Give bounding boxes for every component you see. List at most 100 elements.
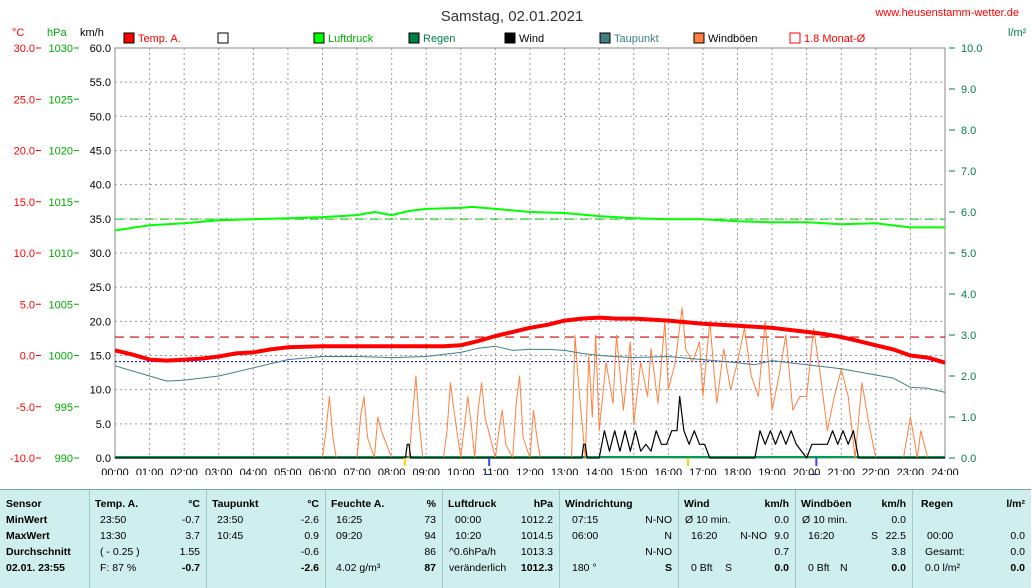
legend-label: Temp. A. [138, 33, 181, 45]
x-tick-label: 13:00 [551, 467, 579, 475]
moon-icon [484, 474, 492, 475]
wind-current-value: 0.0 [774, 562, 789, 574]
wind-header: Wind [684, 498, 710, 510]
website-link[interactable]: www.heusenstamm-wetter.de [874, 7, 1019, 19]
gust-max-dir: S [870, 530, 878, 542]
rain-tick-label: 4.0 [961, 289, 976, 301]
rain-header: Regen [921, 498, 954, 510]
rain-rate: 0.0 l/m² [925, 562, 961, 574]
dewpoint-min-value: -2.6 [300, 514, 319, 526]
winddir-avg-value: N-NO [645, 546, 672, 558]
pressure-tick-label: 995 [55, 402, 73, 414]
pressure-tick-label: 1005 [49, 299, 73, 311]
pressure-tick-label: 990 [55, 453, 73, 465]
x-tick-label: 00:00 [101, 467, 129, 475]
x-tick-label: 12:00 [516, 467, 544, 475]
rain-tick-label: 5.0 [961, 248, 976, 260]
wind-min-note: Ø 10 min. [685, 514, 731, 526]
moon-icon [810, 474, 818, 475]
rain-tick-label: 9.0 [961, 84, 976, 96]
rain-total-label: Gesamt: [925, 546, 965, 558]
temp-tick-label: 10.0 [14, 248, 35, 260]
axes: 30.0 25.0 20.0 15.0 10.0 5.0 0.0 -5.0 -10.0 1030 1… [10, 43, 983, 475]
legend-swatch [313, 32, 325, 44]
temp-header: Temp. A. [95, 498, 139, 510]
wind-min-value: 0.0 [774, 514, 789, 526]
winddir-max-time: 06:00 [572, 530, 599, 542]
row-label-max: MaxWert [6, 530, 50, 542]
temp-tick-label: 5.0 [20, 299, 35, 311]
rain-max-time: 00:00 [927, 530, 954, 542]
legend-label: Regen [423, 33, 455, 45]
humidity-unit: % [426, 498, 436, 510]
x-tick-label: 16:00 [655, 467, 683, 475]
x-tick-label: 14:00 [585, 467, 613, 475]
gust-min-value: 0.0 [891, 514, 906, 526]
temp-unit: °C [188, 498, 200, 510]
pressure-max-time: 10:20 [455, 530, 482, 542]
series-windb-en [115, 307, 945, 459]
pressure-unit: hPa [533, 498, 553, 510]
humidity-abs-note: 4.02 g/m³ [336, 562, 381, 574]
wind-tick-label: 60.0 [90, 43, 111, 55]
dewpoint-avg-value: -0.6 [300, 546, 319, 558]
humidity-column: Feuchte A. % 16:25 73 09:20 94 86 4.02 g… [325, 490, 442, 588]
rain-tick-label: 3.0 [961, 330, 976, 342]
legend-label: Windböen [708, 33, 758, 45]
wind-tick-label: 50.0 [90, 111, 111, 123]
rain-unit-label: l/m² [1008, 27, 1027, 39]
gust-bft: 0 Bft [808, 562, 830, 574]
sensor-header: Sensor [6, 498, 42, 510]
pressure-min-value: 1012.2 [520, 514, 553, 526]
rain-tick-label: 1.0 [961, 412, 976, 424]
temp-unit-label: °C [12, 27, 24, 39]
gust-avg-value: 3.8 [891, 546, 906, 558]
winddir-min-time: 07:15 [572, 514, 599, 526]
pressure-tick-label: 1030 [49, 43, 73, 55]
temp-min-value: -0.7 [181, 514, 200, 526]
wind-column: Wind km/h Ø 10 min. 0.0 16:20 N-NO 9.0 0… [678, 490, 795, 588]
pressure-unit-label: hPa [47, 27, 67, 39]
temp-max-time: 13:30 [100, 530, 127, 542]
temp-current-value: -0.7 [181, 562, 200, 574]
sensor-column: Sensor MinWert MaxWert Durchschnitt 02.0… [0, 490, 88, 588]
dewpoint-max-value: 0.9 [304, 530, 319, 542]
legend-swatch [693, 32, 705, 44]
wind-tick-label: 10.0 [90, 385, 111, 397]
legend-swatch [504, 32, 516, 44]
humidity-current-value: 87 [424, 562, 436, 574]
x-tick-label: 01:00 [136, 467, 164, 475]
legend-swatch [599, 32, 611, 44]
series-wind [115, 395, 945, 459]
dewpoint-unit: °C [307, 498, 319, 510]
temp-tick-label: 15.0 [14, 197, 35, 209]
humidity-avg-value: 86 [424, 546, 436, 558]
winddir-current-value: S [664, 562, 672, 574]
wind-max-dir: N-NO [740, 530, 767, 542]
pressure-min-time: 00:00 [455, 514, 482, 526]
weather-chart: Samstag, 02.01.2021 www.heusenstamm-wett… [10, 7, 1027, 475]
legend-swatch [408, 32, 420, 44]
x-tick-label: 24:00 [931, 467, 959, 475]
pressure-tick-label: 1010 [49, 248, 73, 260]
wind-tick-label: 20.0 [90, 316, 111, 328]
dewpoint-min-time: 23:50 [217, 514, 244, 526]
legend-swatch [789, 32, 801, 44]
dewpoint-current-value: -2.6 [300, 562, 319, 574]
wind-tick-label: 0.0 [96, 453, 111, 465]
x-tick-label: 23:00 [897, 467, 925, 475]
wind-tick-label: 55.0 [90, 77, 111, 89]
wind-unit-label: km/h [80, 27, 104, 39]
series-luftdruck [114, 205, 945, 232]
gust-current-value: 0.0 [891, 562, 906, 574]
gust-max-value: 22.5 [885, 530, 906, 542]
temp-humidity-note: F: 87 % [100, 562, 137, 574]
winddir-column: Windrichtung 07:15 N-NO 06:00 N N-NO 180… [559, 490, 678, 588]
temp-tick-label: 30.0 [14, 43, 35, 55]
pressure-trend-note: ^0.6hPa/h [449, 546, 496, 558]
x-tick-label: 05:00 [274, 467, 302, 475]
winddir-degrees: 180 ° [572, 562, 597, 574]
pressure-tick-label: 1025 [49, 94, 73, 106]
row-label-avg: Durchschnitt [6, 546, 71, 558]
gust-max-time: 16:20 [808, 530, 835, 542]
